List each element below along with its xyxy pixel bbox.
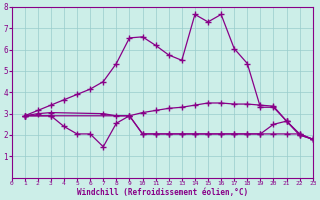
X-axis label: Windchill (Refroidissement éolien,°C): Windchill (Refroidissement éolien,°C) [76,188,248,197]
